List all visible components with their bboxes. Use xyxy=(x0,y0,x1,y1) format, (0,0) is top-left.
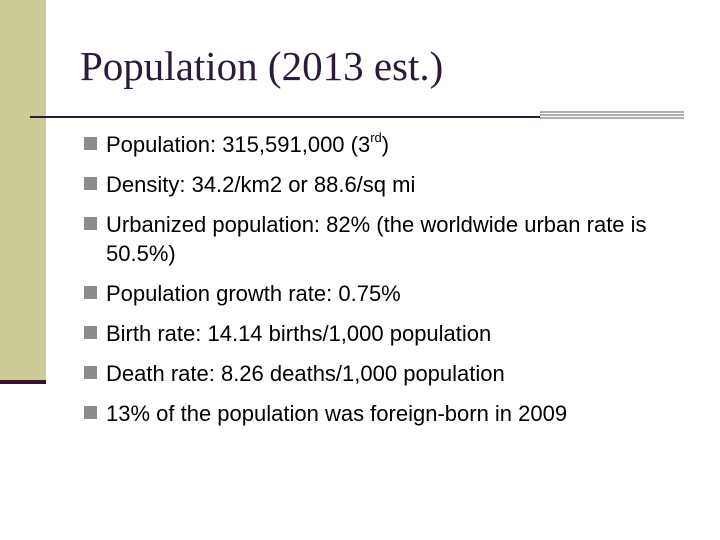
square-bullet-icon xyxy=(84,217,97,230)
list-item: Urbanized population: 82% (the worldwide… xyxy=(84,210,684,268)
square-bullet-icon xyxy=(84,406,97,419)
bullet-list: Population: 315,591,000 (3rd) Density: 3… xyxy=(84,130,684,439)
bullet-text: Population growth rate: 0.75% xyxy=(106,281,401,306)
bullet-text: Death rate: 8.26 deaths/1,000 population xyxy=(106,361,505,386)
slide-title: Population (2013 est.) xyxy=(80,43,444,89)
square-bullet-icon xyxy=(84,286,97,299)
list-item: Population: 315,591,000 (3rd) xyxy=(84,130,684,159)
side-bar-accent xyxy=(0,380,46,384)
square-bullet-icon xyxy=(84,326,97,339)
list-item: Death rate: 8.26 deaths/1,000 population xyxy=(84,359,684,388)
bullet-text: Urbanized population: 82% (the worldwide… xyxy=(106,212,647,266)
bullet-text: Density: 34.2/km2 or 88.6/sq mi xyxy=(106,172,416,197)
square-bullet-icon xyxy=(84,137,97,150)
bullet-text: Birth rate: 14.14 births/1,000 populatio… xyxy=(106,321,492,346)
decorative-side-bar xyxy=(0,0,46,380)
title-divider xyxy=(30,116,540,118)
list-item: Population growth rate: 0.75% xyxy=(84,279,684,308)
square-bullet-icon xyxy=(84,366,97,379)
bullet-text-end: ) xyxy=(381,132,390,157)
square-bullet-icon xyxy=(84,177,97,190)
bullet-text: 13% of the population was foreign-born i… xyxy=(106,401,568,426)
list-item: Density: 34.2/km2 or 88.6/sq mi xyxy=(84,170,684,199)
bullet-text-main: Population: 315,591,000 (3 xyxy=(106,132,371,157)
title-divider-accent xyxy=(540,111,684,119)
list-item: Birth rate: 14.14 births/1,000 populatio… xyxy=(84,319,684,348)
ordinal-suffix: rd xyxy=(370,130,382,145)
list-item: 13% of the population was foreign-born i… xyxy=(84,399,684,428)
bullet-text: Population: 315,591,000 (3rd) xyxy=(106,130,390,157)
